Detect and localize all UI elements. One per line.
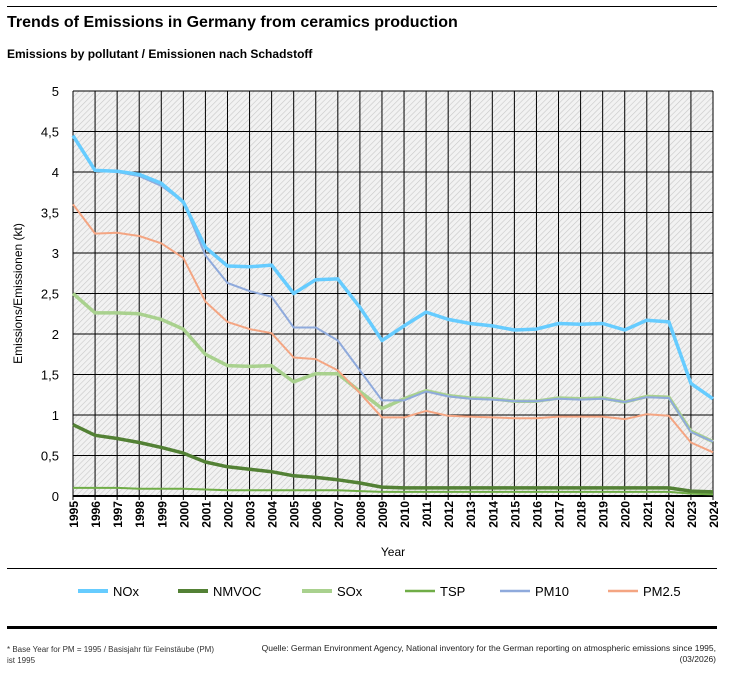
legend-label: PM2.5 xyxy=(643,584,681,599)
x-tick-label: 2010 xyxy=(398,501,412,528)
x-tick-label: 2003 xyxy=(244,501,258,528)
x-tick-label: 1997 xyxy=(111,501,125,528)
x-tick-label: 2014 xyxy=(486,501,500,528)
x-tick-label: 2013 xyxy=(464,501,478,528)
x-tick-label: 2009 xyxy=(376,501,390,528)
legend-label: TSP xyxy=(440,584,465,599)
top-rule xyxy=(7,6,717,7)
x-tick-label: 1996 xyxy=(89,501,103,528)
x-tick-label: 2008 xyxy=(354,501,368,528)
y-tick-label: 0 xyxy=(52,489,59,504)
y-axis-title: Emissions/Emissionen (kt) xyxy=(11,223,25,364)
base-year-note: * Base Year for PM = 1995 / Basisjahr fü… xyxy=(7,645,214,665)
y-tick-label: 4,5 xyxy=(41,125,59,140)
x-tick-label: 2015 xyxy=(508,501,522,528)
x-tick-label: 1998 xyxy=(133,501,147,528)
legend-label: NMVOC xyxy=(213,584,261,599)
source-note: Quelle: German Environment Agency, Natio… xyxy=(261,643,716,664)
y-tick-label: 1,5 xyxy=(41,368,59,383)
y-tick-label: 2,5 xyxy=(41,287,59,302)
line-chart: 0 0,5 1 1,5 2 2,5 3 3,5 4 4,5 5 1995 1996 1997 1998 199… xyxy=(11,84,721,599)
x-tick-label: 2020 xyxy=(619,501,633,528)
series-line-tsp xyxy=(73,486,714,496)
x-tick-label: 2002 xyxy=(221,501,235,528)
legend-label: SOx xyxy=(337,584,363,599)
x-tick-label: 2011 xyxy=(420,501,434,527)
y-tick-label: 3,5 xyxy=(41,206,59,221)
x-tick-label: 2023 xyxy=(685,501,699,528)
x-tick-label: 2019 xyxy=(597,501,611,528)
x-tick-label: 1999 xyxy=(155,501,169,528)
y-tick-label: 5 xyxy=(52,84,59,99)
y-tick-label: 0,5 xyxy=(41,449,59,464)
legend-label: NOx xyxy=(113,584,140,599)
y-tick-label: 1 xyxy=(52,408,59,423)
x-tick-label: 1995 xyxy=(67,501,81,528)
x-tick-label: 2022 xyxy=(663,501,677,528)
x-tick-label: 2000 xyxy=(177,501,191,528)
series-line-pm25 xyxy=(72,203,714,454)
x-tick-label: 2006 xyxy=(310,501,324,528)
x-tick-label: 2007 xyxy=(332,501,346,528)
x-tick-label: 2012 xyxy=(442,501,456,528)
x-tick-label: 2018 xyxy=(575,501,589,528)
x-axis-title: Year xyxy=(381,545,405,559)
x-tick-label: 2024 xyxy=(707,501,721,528)
x-tick-label: 2021 xyxy=(641,501,655,528)
chart-subtitle: Emissions by pollutant / Emissionen nach… xyxy=(7,47,313,61)
y-tick-label: 4 xyxy=(52,165,59,180)
y-tick-label: 3 xyxy=(52,246,59,261)
legend-rule xyxy=(7,568,717,569)
chart-title: Trends of Emissions in Germany from cera… xyxy=(7,14,458,31)
legend-label: PM10 xyxy=(535,584,569,599)
x-tick-label: 2017 xyxy=(553,501,567,528)
x-tick-label: 2004 xyxy=(266,501,280,528)
footer-rule xyxy=(7,626,717,629)
y-tick-label: 2 xyxy=(52,327,59,342)
x-tick-label: 2001 xyxy=(199,501,213,528)
x-tick-label: 2005 xyxy=(288,501,302,528)
series-line-nox xyxy=(71,134,715,401)
x-tick-label: 2016 xyxy=(530,501,544,528)
series-line-nmvoc xyxy=(72,423,714,494)
